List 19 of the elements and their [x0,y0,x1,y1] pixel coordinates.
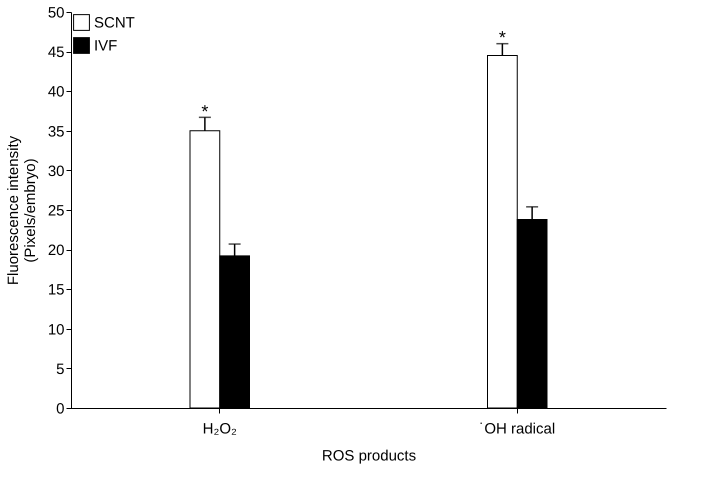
x-axis-title: ROS products [322,448,416,464]
y-tick-label: 10 [48,321,64,338]
y-tick-label: 30 [48,162,64,180]
annotation: * [498,28,506,48]
annotation: * [201,101,208,122]
y-tick-label: 20 [48,242,64,260]
y-tick-label: 5 [56,360,64,378]
y-tick-label: 50 [48,4,64,22]
y-tick-label: 40 [48,84,64,101]
x-tick-label: ˙OH radical [479,420,556,438]
y-axis-title: Fluorescence intensity (Pixels/embryo) [4,135,39,286]
y-tick-label: 0 [56,400,64,418]
legend-label: IVF [94,38,118,54]
y-tick-label: 35 [48,123,64,140]
y-tick-label: 25 [48,202,64,220]
x-tick-label: H₂O₂ [202,420,237,438]
legend-label: SCNT [94,14,135,32]
y-tick-label: 45 [48,44,64,62]
y-tick-label: 15 [48,282,64,299]
